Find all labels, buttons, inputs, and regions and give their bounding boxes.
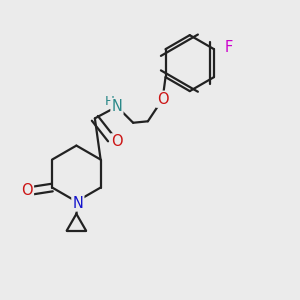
Text: O: O — [157, 92, 168, 107]
Text: O: O — [111, 134, 123, 149]
Text: O: O — [21, 183, 33, 198]
Text: N: N — [72, 196, 83, 211]
Text: N: N — [112, 99, 122, 114]
Text: H: H — [105, 95, 115, 108]
Text: F: F — [225, 40, 233, 55]
